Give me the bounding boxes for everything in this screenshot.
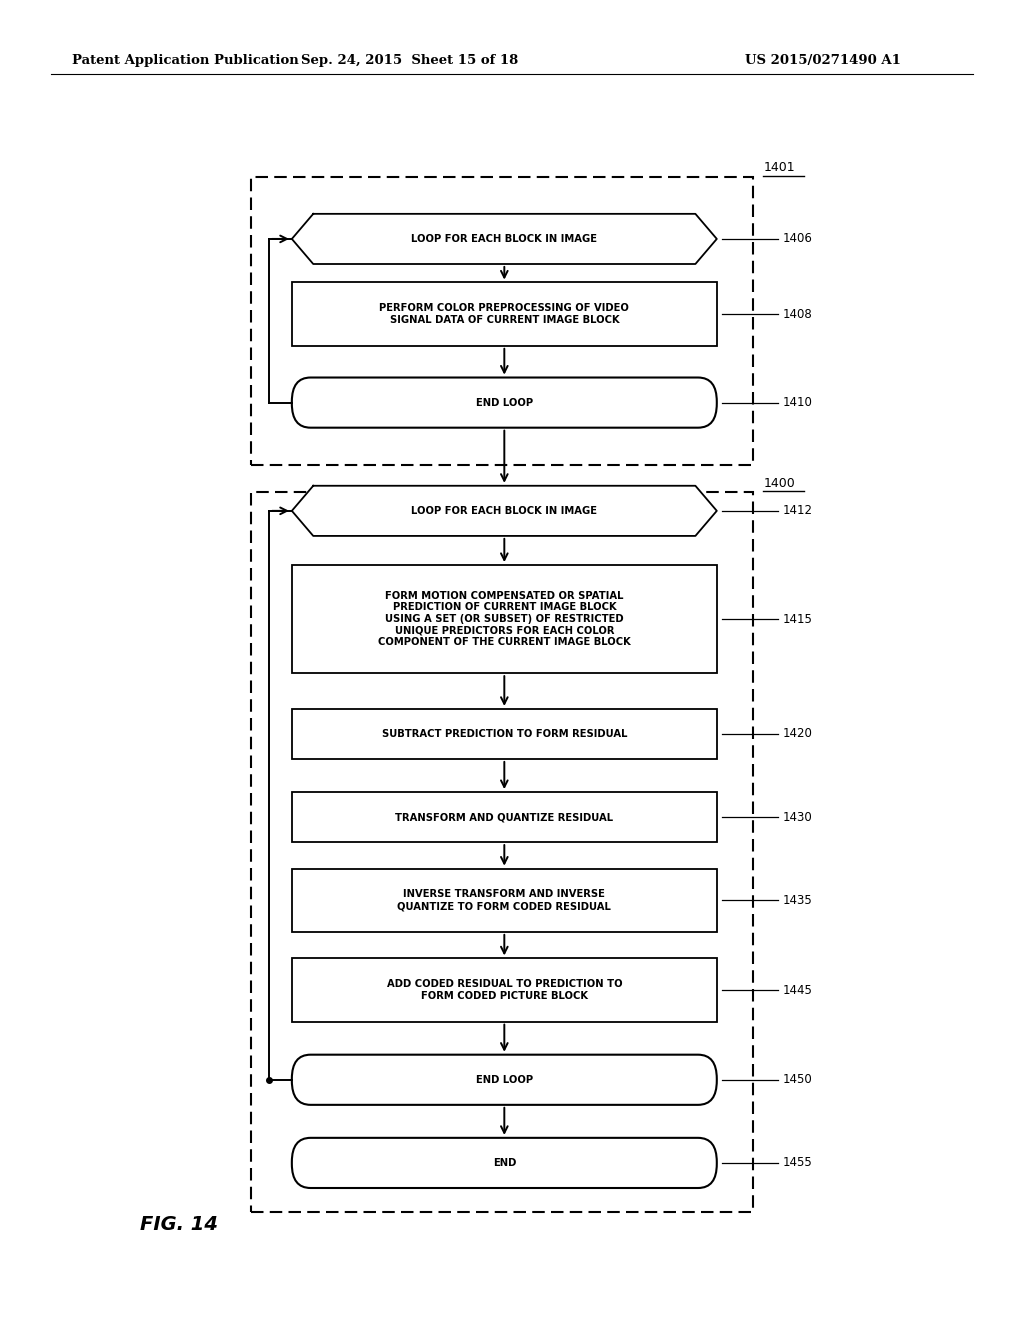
Text: Patent Application Publication: Patent Application Publication [72,54,298,67]
Text: SUBTRACT PREDICTION TO FORM RESIDUAL: SUBTRACT PREDICTION TO FORM RESIDUAL [382,729,627,739]
Polygon shape [292,214,717,264]
Text: US 2015/0271490 A1: US 2015/0271490 A1 [745,54,901,67]
FancyBboxPatch shape [292,1055,717,1105]
FancyBboxPatch shape [292,958,717,1022]
FancyBboxPatch shape [292,792,717,842]
Text: 1401: 1401 [764,161,796,174]
Text: PERFORM COLOR PREPROCESSING OF VIDEO
SIGNAL DATA OF CURRENT IMAGE BLOCK: PERFORM COLOR PREPROCESSING OF VIDEO SIG… [379,304,630,325]
Text: 1412: 1412 [782,504,812,517]
Text: 1450: 1450 [782,1073,812,1086]
Text: TRANSFORM AND QUANTIZE RESIDUAL: TRANSFORM AND QUANTIZE RESIDUAL [395,812,613,822]
Text: 1420: 1420 [782,727,812,741]
Text: 1435: 1435 [782,894,812,907]
Text: 1400: 1400 [764,477,796,490]
FancyBboxPatch shape [292,869,717,932]
Text: END LOOP: END LOOP [476,397,532,408]
Text: 1455: 1455 [782,1156,812,1170]
Text: Sep. 24, 2015  Sheet 15 of 18: Sep. 24, 2015 Sheet 15 of 18 [301,54,518,67]
Text: END: END [493,1158,516,1168]
Text: 1445: 1445 [782,983,812,997]
Text: 1430: 1430 [782,810,812,824]
Text: 1415: 1415 [782,612,812,626]
Text: LOOP FOR EACH BLOCK IN IMAGE: LOOP FOR EACH BLOCK IN IMAGE [412,234,597,244]
FancyBboxPatch shape [292,378,717,428]
Text: INVERSE TRANSFORM AND INVERSE
QUANTIZE TO FORM CODED RESIDUAL: INVERSE TRANSFORM AND INVERSE QUANTIZE T… [397,890,611,911]
Text: FORM MOTION COMPENSATED OR SPATIAL
PREDICTION OF CURRENT IMAGE BLOCK
USING A SET: FORM MOTION COMPENSATED OR SPATIAL PREDI… [378,591,631,647]
Text: 1406: 1406 [782,232,812,246]
FancyBboxPatch shape [292,565,717,673]
FancyBboxPatch shape [292,282,717,346]
Text: LOOP FOR EACH BLOCK IN IMAGE: LOOP FOR EACH BLOCK IN IMAGE [412,506,597,516]
Text: ADD CODED RESIDUAL TO PREDICTION TO
FORM CODED PICTURE BLOCK: ADD CODED RESIDUAL TO PREDICTION TO FORM… [386,979,623,1001]
Text: END LOOP: END LOOP [476,1074,532,1085]
Text: 1408: 1408 [782,308,812,321]
FancyBboxPatch shape [292,1138,717,1188]
Text: FIG. 14: FIG. 14 [140,1216,218,1234]
FancyBboxPatch shape [292,709,717,759]
Polygon shape [292,486,717,536]
Text: 1410: 1410 [782,396,812,409]
